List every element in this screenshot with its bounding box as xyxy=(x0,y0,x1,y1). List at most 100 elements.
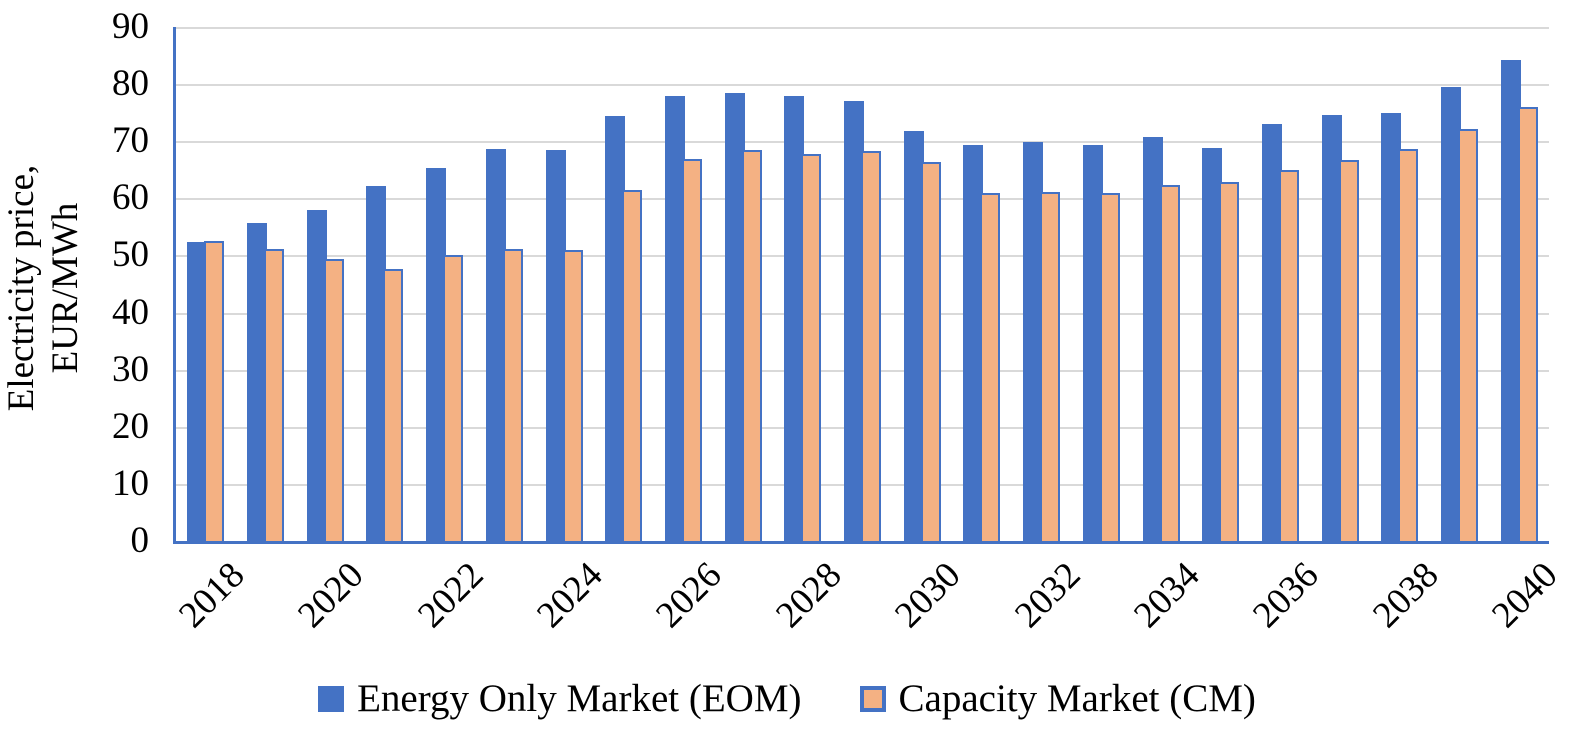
bar-cm-2039 xyxy=(1458,128,1479,541)
bar-eom-2023 xyxy=(485,149,506,541)
bar-cm-2038 xyxy=(1398,149,1419,541)
bar-eom-2018 xyxy=(187,242,208,541)
plot-area xyxy=(173,27,1549,544)
x-label-2022: 2022 xyxy=(409,554,492,636)
y-tick-50: 50 xyxy=(112,234,149,276)
bar-group-2039 xyxy=(1430,27,1490,541)
bar-cm-2023 xyxy=(502,248,523,541)
bar-group-2033 xyxy=(1072,27,1132,541)
y-tick-70: 70 xyxy=(112,120,149,162)
x-label-2024: 2024 xyxy=(529,554,611,636)
legend-label-eom: Energy Only Market (EOM) xyxy=(357,677,802,720)
bar-cm-2024 xyxy=(562,250,583,541)
bar-eom-2040 xyxy=(1500,60,1521,541)
bar-cm-2022 xyxy=(443,255,464,541)
bar-cm-2026 xyxy=(681,158,702,541)
x-label-2026: 2026 xyxy=(648,554,730,636)
bar-eom-2034 xyxy=(1142,136,1163,541)
gridline-80 xyxy=(176,84,1549,87)
bar-group-2021 xyxy=(355,27,415,541)
x-label-2030: 2030 xyxy=(887,554,969,636)
bar-group-2020 xyxy=(295,27,355,541)
y-tick-40: 40 xyxy=(112,291,149,333)
cm-swatch-icon xyxy=(859,685,886,712)
bar-eom-2028 xyxy=(784,96,805,541)
bar-eom-2036 xyxy=(1262,123,1282,541)
x-axis-labels: 2018 2020 2022 2024 2026 2028 2030 2032 2034 2036… xyxy=(171,555,1566,666)
legend-item-eom: Energy Only Market (EOM) xyxy=(318,676,802,721)
x-label-2036: 2036 xyxy=(1245,554,1327,636)
bar-group-2040 xyxy=(1489,27,1549,541)
bar-cm-2036 xyxy=(1279,170,1299,541)
y-tick-30: 30 xyxy=(112,348,149,390)
x-label-2018: 2018 xyxy=(171,554,253,636)
bar-group-2023 xyxy=(475,27,535,541)
bar-group-2038 xyxy=(1370,27,1430,541)
bar-cm-2030 xyxy=(920,161,941,541)
bar-group-2018 xyxy=(176,27,236,541)
legend: Energy Only Market (EOM) Capacity Market… xyxy=(0,676,1574,721)
bar-eom-2035 xyxy=(1202,147,1223,541)
bar-cm-2029 xyxy=(861,150,882,541)
bar-cm-2034 xyxy=(1159,184,1180,541)
bar-eom-2033 xyxy=(1082,144,1103,541)
bar-eom-2020 xyxy=(306,210,327,541)
bar-eom-2026 xyxy=(664,96,685,541)
bar-group-2036 xyxy=(1251,27,1311,541)
gridline-90 xyxy=(176,27,1549,29)
bar-cm-2018 xyxy=(204,241,225,541)
bar-group-2019 xyxy=(236,27,296,541)
bar-group-2029 xyxy=(833,27,893,541)
bar-group-2031 xyxy=(952,27,1012,541)
bar-cm-2025 xyxy=(622,190,643,541)
bar-eom-2031 xyxy=(963,144,984,541)
bar-group-2027 xyxy=(713,27,773,541)
bar-eom-2022 xyxy=(426,168,447,541)
bar-group-2030 xyxy=(892,27,952,541)
bar-cm-2031 xyxy=(980,193,1001,541)
bar-cm-2033 xyxy=(1099,193,1120,541)
bar-group-2025 xyxy=(594,27,654,541)
bar-cm-2035 xyxy=(1219,181,1240,541)
bar-group-2032 xyxy=(1012,27,1072,541)
bar-eom-2037 xyxy=(1321,114,1342,541)
x-label-2038: 2038 xyxy=(1365,554,1447,636)
bar-group-2022 xyxy=(415,27,475,541)
bar-group-2035 xyxy=(1191,27,1251,541)
bar-group-2034 xyxy=(1131,27,1191,541)
y-tick-20: 20 xyxy=(112,405,149,447)
bar-cm-2027 xyxy=(741,150,762,541)
x-label-2032: 2032 xyxy=(1006,554,1089,636)
bar-cm-2037 xyxy=(1338,160,1359,541)
bar-cm-2032 xyxy=(1040,192,1061,541)
x-label-2020: 2020 xyxy=(290,554,372,636)
eom-swatch-icon xyxy=(318,685,345,712)
bar-group-2037 xyxy=(1310,27,1370,541)
y-axis-ticks: 0 10 20 30 40 50 60 70 80 90 xyxy=(0,8,149,560)
bar-eom-2030 xyxy=(903,130,924,541)
bars-row xyxy=(176,27,1549,541)
bar-group-2026 xyxy=(654,27,714,541)
legend-label-cm: Capacity Market (CM) xyxy=(898,677,1256,720)
bar-eom-2024 xyxy=(545,149,566,541)
legend-item-cm: Capacity Market (CM) xyxy=(859,676,1256,721)
bar-eom-2021 xyxy=(366,185,387,541)
bar-group-2024 xyxy=(534,27,594,541)
x-label-2040: 2040 xyxy=(1484,554,1566,636)
x-label-2034: 2034 xyxy=(1126,554,1208,636)
bar-cm-2020 xyxy=(323,259,344,541)
bar-cm-2040 xyxy=(1517,106,1538,541)
x-label-2028: 2028 xyxy=(768,554,850,636)
bar-eom-2039 xyxy=(1441,86,1462,541)
y-tick-90: 90 xyxy=(112,6,149,47)
bar-cm-2019 xyxy=(264,249,285,541)
bar-eom-2032 xyxy=(1023,142,1044,541)
bar-cm-2028 xyxy=(801,153,822,541)
bar-group-2028 xyxy=(773,27,833,541)
bar-eom-2027 xyxy=(724,92,745,541)
bar-eom-2025 xyxy=(605,116,626,541)
bar-cm-2021 xyxy=(383,269,404,541)
y-tick-80: 80 xyxy=(112,63,149,105)
bar-eom-2038 xyxy=(1381,113,1402,541)
